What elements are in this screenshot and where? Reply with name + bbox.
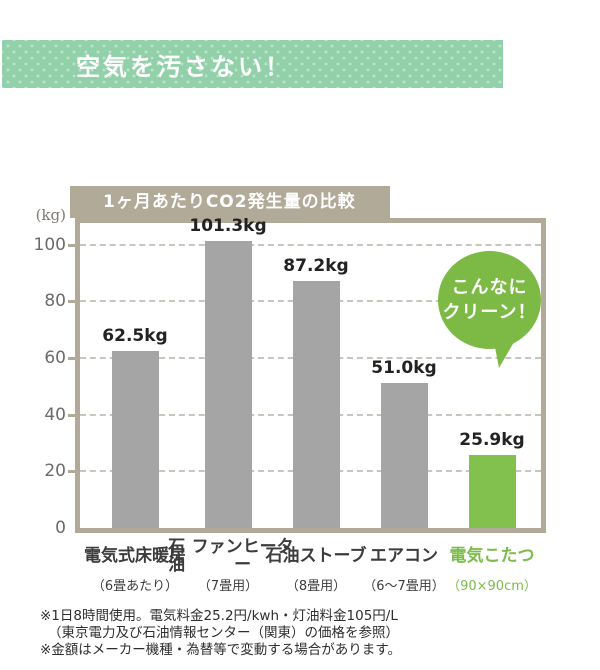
category-name: 石油 ファンヒーター [168, 536, 294, 575]
category-note: （8畳用） [285, 579, 347, 594]
category-name: 電気式 床暖房 [84, 545, 186, 566]
page-title: 空気を汚さない！ [76, 52, 292, 81]
category-name: 石油 ストーブ [265, 545, 367, 566]
y-tick-label: 0 [55, 518, 66, 538]
y-axis-tick [68, 243, 75, 247]
bar-0 [111, 351, 159, 528]
footnote-line: ※金額はメーカー機種・為替等で変動する場合があります。 [40, 642, 401, 658]
bar-2 [292, 281, 340, 528]
y-axis-tick [68, 470, 75, 474]
bar-value-label: 87.2kg [283, 256, 349, 276]
footnotes: ※1日8時間使用。電気料金25.2円/kwh・灯油料金105円/L （東京電力及… [40, 608, 570, 659]
y-axis-unit-label: (kg) [35, 206, 66, 224]
bar-value-label: 62.5kg [102, 326, 168, 346]
bar-3 [380, 383, 428, 528]
y-axis-tick [68, 413, 75, 417]
x-axis-label-2: 石油 ストーブ （8畳用） [250, 537, 382, 595]
y-tick-label: 40 [44, 404, 66, 425]
header-banner: 空気を汚さない！ [2, 40, 503, 88]
category-name: エアコン [370, 545, 438, 566]
x-axis-label-4: 電気こたつ （90×90cm） [426, 537, 558, 595]
bar-value-label: 101.3kg [189, 216, 267, 236]
x-axis-label-3: エアコン （6～7畳用） [338, 537, 470, 595]
x-axis-label-0: 電気式 床暖房 （6畳あたり） [69, 537, 201, 595]
y-tick-label: 100 [33, 234, 66, 255]
footnote-line: ※1日8時間使用。電気料金25.2円/kwh・灯油料金105円/L [40, 608, 398, 624]
clean-speech-bubble: こんなに クリーン！ [438, 251, 541, 349]
category-note: （90×90cm） [447, 579, 537, 594]
x-axis-label-1: 石油 ファンヒーター （7畳用） [162, 536, 294, 595]
category-name: 電気こたつ [449, 545, 535, 566]
gridline-100 [80, 243, 541, 246]
category-note: （7畳用） [197, 579, 259, 594]
bubble-tail [494, 342, 514, 368]
y-axis-tick [68, 300, 75, 304]
bar-4 [468, 455, 516, 528]
footnote-line: （東京電力及び石油情報センター（関東）の価格を参照） [48, 625, 399, 641]
y-tick-label: 60 [44, 348, 66, 368]
chart-title-tab: 1ヶ月あたりCO2発生量の比較 [70, 186, 390, 218]
bubble-text-line2: クリーン！ [442, 302, 537, 323]
y-tick-label: 20 [44, 461, 66, 482]
bar-1 [204, 241, 252, 528]
bar-value-label: 51.0kg [371, 358, 437, 378]
category-note: （6～7畳用） [363, 579, 445, 594]
category-note: （6畳あたり） [91, 579, 179, 594]
y-tick-label: 80 [44, 291, 66, 312]
bar-value-label: 25.9kg [459, 430, 525, 450]
bubble-text-line1: こんなに [451, 277, 528, 298]
y-axis-tick [68, 357, 75, 360]
